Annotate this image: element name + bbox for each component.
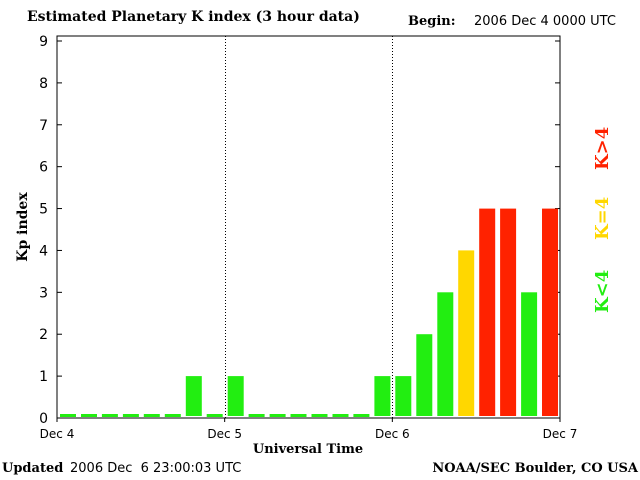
- kp-bar: [143, 414, 160, 417]
- kp-bar: [185, 376, 202, 416]
- kp-bar: [437, 292, 454, 416]
- x-tick-label: Dec 6: [375, 427, 410, 441]
- y-axis-label: Kp index: [15, 192, 31, 262]
- y-axis-ticks: 0 1 2 3 4 5 6 7 8 9: [39, 34, 560, 427]
- chart-title: Estimated Planetary K index (3 hour data…: [27, 9, 360, 25]
- kp-bar: [542, 208, 558, 416]
- x-axis-label: Universal Time: [253, 442, 363, 457]
- legend-k-equal-4: K=4: [592, 196, 613, 240]
- kp-bar: [206, 414, 223, 417]
- kp-bar: [227, 376, 244, 416]
- y-tick-label: 6: [39, 160, 48, 176]
- legend-k-less-4: K<4: [592, 269, 613, 313]
- plot-frame: [56, 35, 561, 419]
- kp-bar: [521, 292, 538, 416]
- y-tick-label: 4: [39, 243, 48, 259]
- kp-bar: [122, 414, 139, 417]
- y-tick-label: 3: [39, 285, 48, 301]
- credit-line: NOAA/SEC Boulder, CO USA: [432, 461, 638, 476]
- x-axis-ticks: Dec 4 Dec 5 Dec 6 Dec 7: [40, 418, 578, 441]
- day-dividers: [225, 36, 393, 418]
- kp-bar: [81, 414, 97, 417]
- kp-bar: [60, 414, 76, 417]
- kp-bar: [290, 414, 307, 417]
- kp-bar: [458, 250, 475, 416]
- kp-bar: [500, 208, 517, 416]
- begin-value: 2006 Dec 4 0000 UTC: [474, 14, 616, 29]
- kp-bar: [395, 376, 412, 416]
- y-tick-label: 5: [39, 202, 48, 218]
- kp-bar: [164, 414, 181, 417]
- y-tick-label: 9: [39, 34, 48, 50]
- kp-bar: [374, 376, 391, 416]
- kp-bar: [332, 414, 349, 417]
- y-tick-label: 1: [39, 369, 48, 385]
- kp-bar: [101, 414, 118, 417]
- kp-bar: [353, 414, 370, 417]
- updated-value: 2006 Dec 6 23:00:03 UTC: [70, 461, 242, 476]
- y-tick-label: 7: [39, 118, 48, 134]
- begin-label: Begin:: [408, 14, 456, 29]
- x-tick-label: Dec 5: [207, 427, 242, 441]
- kp-bar: [269, 414, 286, 417]
- kp-bars: [60, 208, 558, 417]
- x-tick-label: Dec 4: [40, 427, 75, 441]
- y-tick-label: 2: [39, 327, 48, 343]
- legend-k-greater-4: K>4: [592, 126, 613, 170]
- y-tick-label: 8: [39, 76, 48, 92]
- updated-label: Updated: [2, 461, 64, 476]
- kp-bar: [248, 414, 265, 417]
- kp-bar: [416, 334, 433, 416]
- x-tick-label: Dec 7: [543, 427, 578, 441]
- y-tick-label: 0: [39, 411, 48, 427]
- kp-bar: [311, 414, 328, 417]
- kp-bar: [479, 208, 496, 416]
